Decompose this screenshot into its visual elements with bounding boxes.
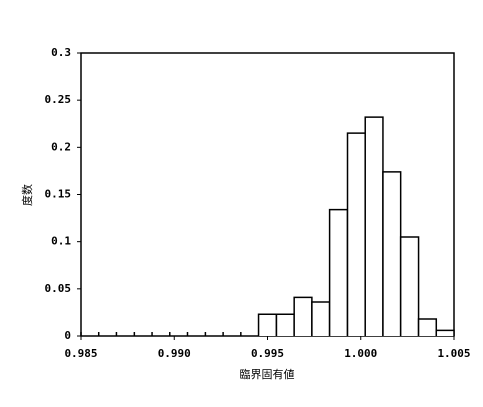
x-tick-label: 1.005	[437, 347, 470, 360]
bar	[382, 171, 402, 336]
x-tick-label: 0.990	[158, 347, 191, 360]
bar	[257, 313, 278, 336]
y-tick-label: 0.05	[45, 282, 72, 295]
y-tick-label: 0.15	[45, 188, 72, 201]
y-tick-label: 0.2	[51, 140, 71, 153]
bar	[399, 236, 420, 336]
x-tick-label: 0.985	[64, 347, 97, 360]
bar	[328, 208, 349, 336]
x-tick-label: 0.995	[251, 347, 284, 360]
bar	[417, 318, 438, 336]
y-axis-label: 度数	[20, 184, 34, 206]
bar	[311, 301, 331, 336]
y-tick-label: 0.1	[51, 235, 71, 248]
bar	[346, 132, 366, 336]
y-tick-label: 0.25	[45, 93, 72, 106]
bar	[435, 329, 455, 336]
x-axis-label: 臨界固有値	[240, 367, 295, 381]
x-tick-label: 1.000	[344, 347, 377, 360]
bar	[364, 116, 384, 336]
bar	[275, 313, 295, 336]
y-tick-label: 0.3	[51, 46, 71, 59]
y-tick-label: 0	[64, 329, 71, 342]
bar	[293, 296, 313, 336]
